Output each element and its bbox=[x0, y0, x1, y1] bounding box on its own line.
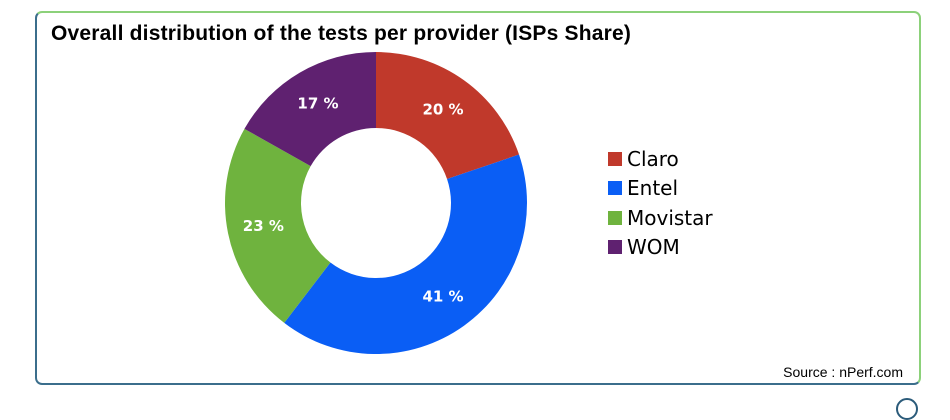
legend-label-entel: Entel bbox=[627, 176, 679, 201]
donut-chart: 20 % 41 % 23 % 17 % bbox=[225, 52, 527, 354]
slice-label-wom: 17 % bbox=[297, 95, 338, 113]
legend-label-movistar: Movistar bbox=[627, 205, 713, 230]
legend-swatch-movistar bbox=[608, 210, 622, 225]
corner-badge-icon bbox=[896, 398, 918, 420]
legend-item-claro: Claro bbox=[608, 144, 713, 174]
legend-label-claro: Claro bbox=[627, 146, 679, 171]
chart-legend: Claro Entel Movistar WOM bbox=[608, 144, 713, 262]
legend-swatch-wom bbox=[608, 240, 622, 255]
legend-swatch-claro bbox=[608, 151, 622, 166]
legend-item-wom: WOM bbox=[608, 233, 713, 263]
legend-item-movistar: Movistar bbox=[608, 203, 713, 233]
slice-movistar bbox=[225, 128, 331, 323]
chart-title: Overall distribution of the tests per pr… bbox=[51, 22, 632, 45]
slice-claro bbox=[376, 52, 520, 179]
legend-item-entel: Entel bbox=[608, 174, 713, 204]
legend-label-wom: WOM bbox=[627, 235, 680, 260]
slice-label-movistar: 23 % bbox=[243, 217, 284, 235]
source-credit: Source : nPerf.com bbox=[783, 364, 903, 380]
slice-label-entel: 41 % bbox=[422, 287, 463, 305]
legend-swatch-entel bbox=[608, 181, 622, 196]
slice-entel bbox=[284, 154, 527, 354]
slice-wom bbox=[244, 52, 376, 167]
slice-label-claro: 20 % bbox=[422, 101, 463, 119]
